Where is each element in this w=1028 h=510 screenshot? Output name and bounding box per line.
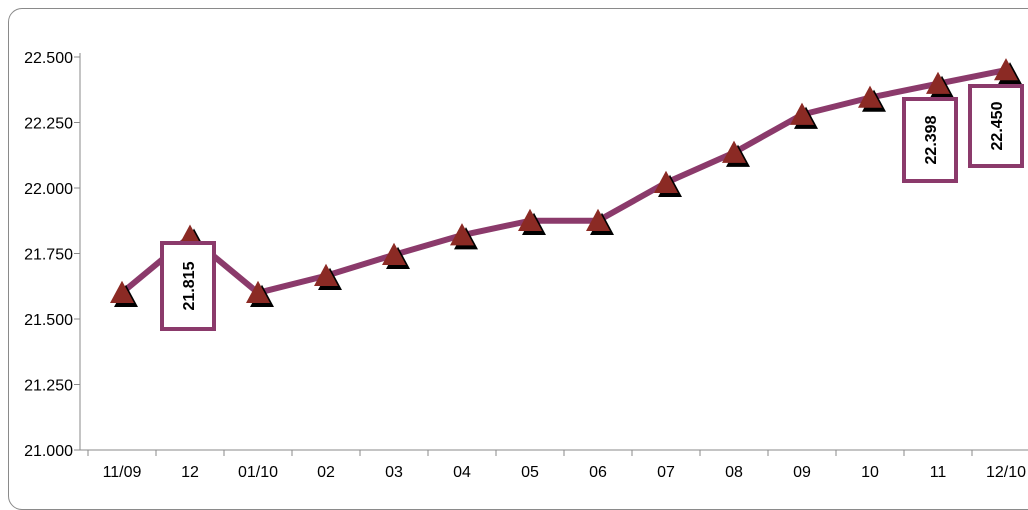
x-tick-label: 05	[521, 464, 539, 481]
data-point	[858, 85, 882, 108]
data-point	[110, 280, 134, 303]
data-point	[994, 58, 1018, 81]
y-tick-label: 22.000	[24, 181, 73, 198]
data-point	[382, 242, 406, 266]
x-tick-label: 02	[317, 464, 335, 481]
data-point	[654, 170, 678, 193]
data-point	[790, 102, 814, 125]
data-label-box	[160, 241, 216, 331]
data-point	[518, 208, 542, 231]
x-tick-label: 09	[793, 464, 811, 481]
x-tick-label: 12/10	[986, 464, 1026, 481]
x-tick-label: 03	[385, 464, 403, 481]
x-tick-label: 07	[657, 464, 675, 481]
y-tick-label: 22.500	[24, 50, 73, 67]
data-point	[722, 140, 746, 163]
data-label-box	[968, 84, 1024, 168]
data-label-box	[902, 97, 958, 183]
data-point	[586, 208, 610, 231]
x-tick-label: 01/10	[238, 464, 278, 481]
data-label: 21.815	[181, 261, 198, 310]
y-tick-label: 21.000	[24, 443, 73, 460]
x-tick-label: 11/09	[103, 464, 142, 481]
data-point	[314, 263, 338, 286]
data-label: 22.450	[989, 101, 1006, 150]
x-tick-label: 08	[725, 464, 743, 481]
x-tick-label: 06	[589, 464, 607, 481]
y-tick-label: 21.750	[24, 247, 73, 264]
y-tick-label: 22.250	[24, 116, 73, 133]
line-chart: 21.000 21.250 21.500 21.750 22.000 22.250 22.5…	[24, 50, 1028, 481]
data-point	[450, 223, 474, 246]
x-tick-label: 10	[861, 464, 879, 481]
x-tick-label: 12	[181, 464, 199, 481]
x-tick-label: 04	[453, 464, 471, 481]
x-tick-label: 11	[930, 464, 947, 481]
data-point	[926, 71, 950, 94]
data-label: 22.398	[923, 115, 940, 164]
y-tick-label: 21.250	[24, 378, 73, 395]
data-point	[246, 280, 270, 303]
y-tick-label: 21.500	[24, 312, 73, 329]
series-line	[119, 67, 1009, 296]
